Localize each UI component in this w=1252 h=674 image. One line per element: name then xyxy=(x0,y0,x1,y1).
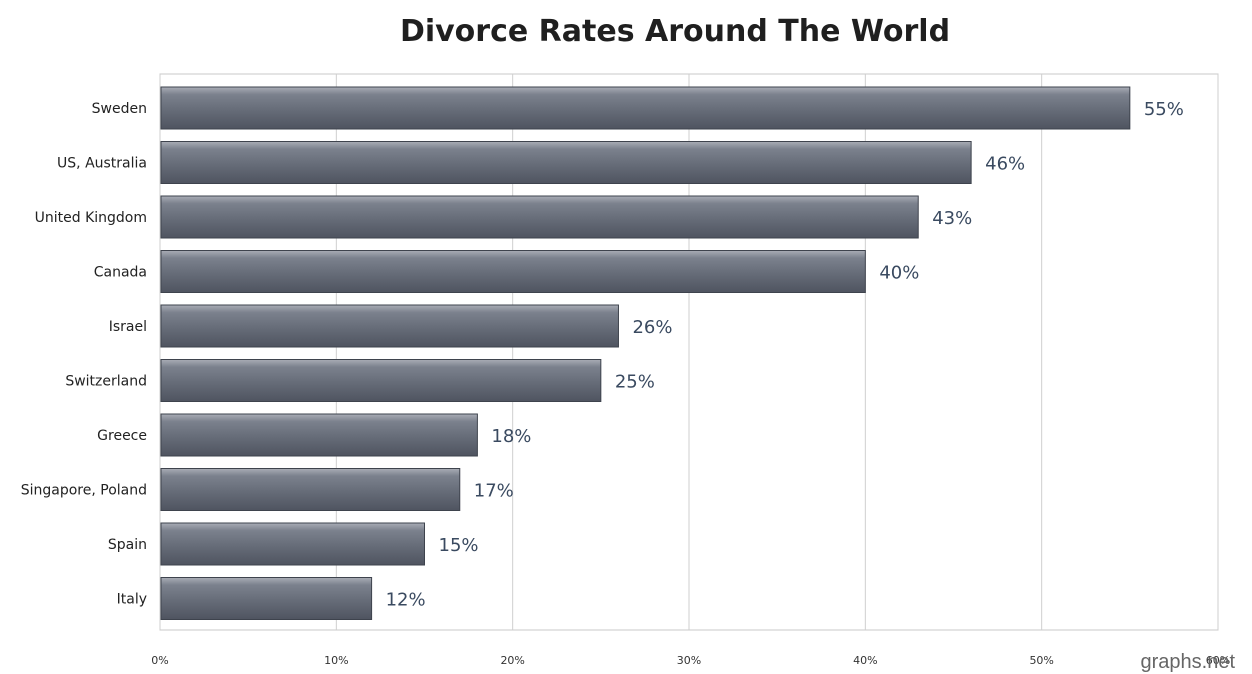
category-label: United Kingdom xyxy=(35,210,147,226)
x-tick-label: 10% xyxy=(324,654,348,667)
bar xyxy=(160,141,972,184)
value-label: 12% xyxy=(386,590,426,611)
category-label: Canada xyxy=(94,265,147,281)
x-tick-label: 40% xyxy=(853,654,877,667)
x-tick-label: 30% xyxy=(677,654,701,667)
x-tick-label: 60% xyxy=(1206,654,1230,667)
category-label: US, Australia xyxy=(57,156,147,172)
bar xyxy=(160,468,461,511)
bar xyxy=(160,195,919,239)
value-label: 25% xyxy=(615,372,655,393)
x-tick-label: 20% xyxy=(500,654,524,667)
x-tick-label: 50% xyxy=(1029,654,1053,667)
category-label: Greece xyxy=(97,428,147,444)
chart-title: Divorce Rates Around The World xyxy=(399,14,951,49)
watermark: graphs.net xyxy=(1140,651,1235,673)
bar xyxy=(160,250,866,293)
bar xyxy=(160,304,619,348)
value-label: 18% xyxy=(491,426,531,447)
category-label: Israel xyxy=(109,319,147,335)
value-label: 43% xyxy=(932,208,972,229)
category-label: Spain xyxy=(108,537,147,553)
value-label: 15% xyxy=(439,535,479,556)
x-tick-label: 0% xyxy=(151,654,168,667)
bar xyxy=(160,86,1131,130)
category-label: Singapore, Poland xyxy=(21,483,147,499)
category-label: Italy xyxy=(117,592,147,608)
value-label: 40% xyxy=(879,263,919,284)
bar xyxy=(160,413,478,457)
bar xyxy=(160,577,373,620)
value-label: 55% xyxy=(1144,99,1184,120)
value-label: 46% xyxy=(985,154,1025,175)
category-label: Sweden xyxy=(92,101,147,117)
value-label: 17% xyxy=(474,481,514,502)
bar xyxy=(160,522,425,566)
category-label: Switzerland xyxy=(65,374,147,390)
value-label: 26% xyxy=(632,317,672,338)
bar xyxy=(160,359,602,402)
